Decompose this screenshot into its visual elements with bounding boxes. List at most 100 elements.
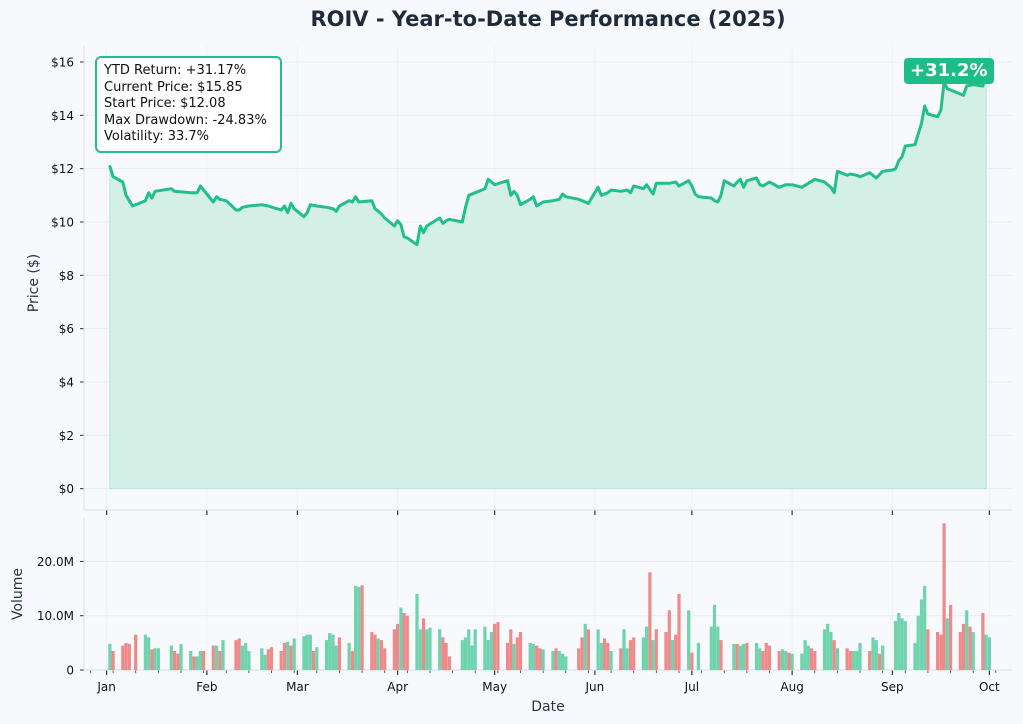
x-tick-label: Mar [286,680,309,694]
volume-bar [716,626,720,670]
volume-bar [577,648,581,670]
volume-tick-label: 0 [66,664,74,678]
volume-bar [337,637,341,670]
volume-bar [195,656,199,670]
volume-bar [913,642,917,670]
volume-bar [305,634,309,670]
volume-bar [506,642,510,670]
volume-bar [483,626,487,670]
price-tick-label: $4 [59,376,74,390]
volume-tick-label: 10.0M [37,609,74,623]
volume-bar [687,610,691,670]
volume-bar [916,615,920,670]
volume-bar [189,651,193,670]
volume-bar [134,634,138,670]
volume-bar [874,640,878,670]
volume-bar [302,636,306,670]
volume-bar [800,653,804,670]
volume-bar [172,651,177,670]
volume-bar [761,651,765,670]
volume-bar [709,626,713,670]
volume-bar [518,632,523,670]
volume-bar [945,618,949,670]
volume-bar [551,651,555,670]
volume-bar [738,645,742,670]
volume-bar [127,643,131,670]
volume-bar [619,648,623,670]
volume-bar [357,586,361,670]
volume-bar [396,623,400,670]
price-tick-label: $12 [51,162,74,176]
volume-bar [764,642,768,670]
volume-bar [790,653,794,670]
volume-bar [124,642,128,670]
volume-bar [784,651,788,670]
volume-bar [266,649,270,670]
volume-bar [198,651,202,670]
x-tick-label: Sep [881,680,904,694]
volume-bar [564,656,568,670]
volume-bar [240,645,244,670]
volume-bar [392,629,396,670]
volume-bar [370,632,374,670]
x-tick-label: Jan [96,680,116,694]
volume-bar [651,640,655,670]
volume-bar [871,637,875,670]
volume-bar [826,623,830,670]
volume-bar [441,637,445,670]
volume-bar [926,629,930,670]
volume-bar [169,645,173,670]
volume-bar [670,640,675,670]
volume-bar [897,613,901,670]
volume-bar [286,641,290,670]
volume-bar [535,645,539,670]
volume-bar [667,610,671,670]
volume-bar [531,643,535,670]
volume-bar [580,637,584,670]
volume-bar [606,642,610,670]
volume-bar [586,629,590,670]
volume-bar [583,623,587,670]
volume-bar [438,629,442,670]
volume-bar [855,651,859,670]
volume-bar [664,632,668,670]
volume-bar [111,651,115,670]
price-tick-label: $2 [59,429,74,443]
volume-bar [958,632,962,670]
volume-bar [515,637,519,670]
volume-bar [654,629,658,670]
volume-bar [780,649,784,670]
volume-bar [496,622,500,670]
volume-bar [328,633,332,670]
volume-bar [489,632,493,670]
volume-bar [218,651,222,670]
volume-bar [415,594,419,670]
volume-bar [641,637,645,670]
volume-bar [215,645,219,670]
volume-bar [755,642,759,670]
x-tick-label: May [482,680,507,694]
volume-bar [463,637,468,670]
volume-bar [192,656,196,670]
volume-bar [965,610,969,670]
x-tick-label: Aug [780,680,803,694]
volume-bar [444,642,448,670]
volume-bar [813,651,817,670]
volume-bar [292,638,296,670]
volume-bar [373,634,377,670]
volume-bar [690,652,694,670]
volume-bar [221,640,225,670]
volume-bar [900,618,904,670]
volume-bar [470,645,474,670]
volume-bar [596,629,600,670]
volume-bar [263,654,267,670]
volume-bar [557,651,561,670]
volume-bar [331,634,335,670]
volume-bar [984,634,988,670]
volume-bar [881,645,885,670]
volume-bar [981,613,985,670]
volume-bar [402,613,406,670]
volume-bar [561,653,565,670]
volume-bar [632,637,636,670]
volume-bar [108,643,112,670]
